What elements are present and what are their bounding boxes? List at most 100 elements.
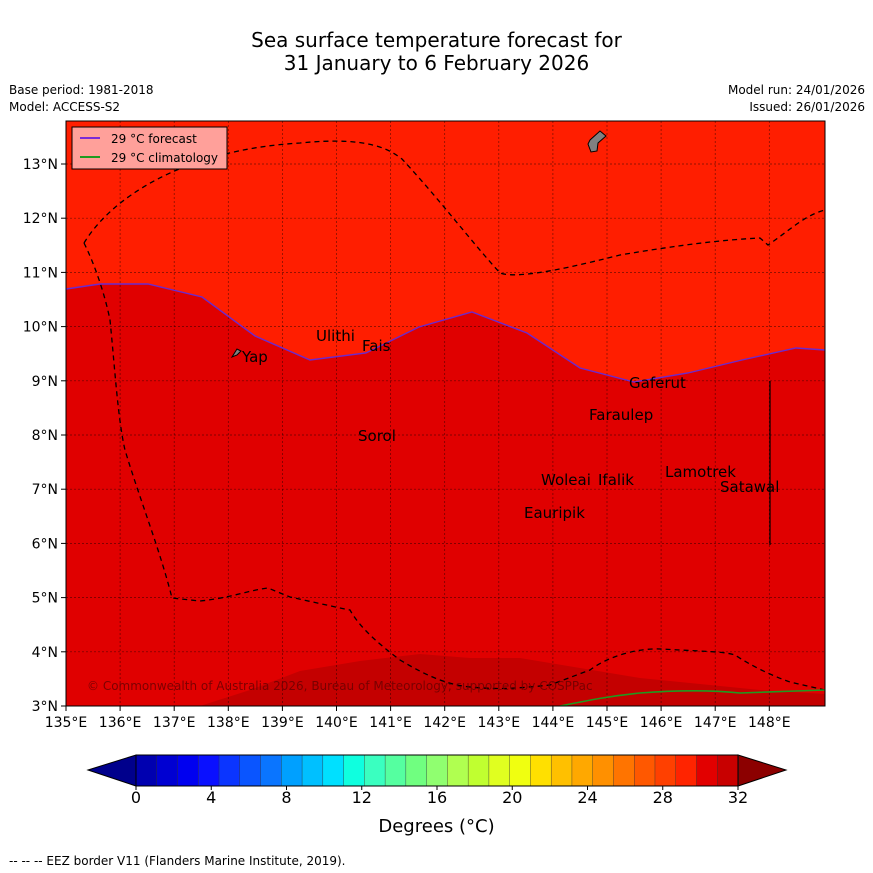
x-tick-label: 145°E — [586, 715, 629, 731]
place-ulithi: Ulithi — [316, 327, 355, 345]
y-tick-label: 7°N — [32, 482, 58, 498]
y-axis: 13°N 12°N 11°N 10°N 9°N 8°N 7°N 6°N 5°N 4°N 3°N — [23, 157, 66, 715]
colorbar-cell — [343, 754, 366, 787]
model-name: Model: ACCESS-S2 — [9, 100, 121, 114]
place-yap: Yap — [241, 348, 268, 366]
colorbar-cell — [405, 754, 428, 787]
colorbar-cell — [550, 754, 573, 787]
colorbar-cell — [156, 754, 179, 787]
colorbar-cell — [177, 754, 199, 787]
colorbar-cell — [654, 754, 677, 787]
guam-island-shape — [587, 130, 607, 153]
colorbar-tick-label: 8 — [281, 788, 291, 807]
legend: 29 °C forecast 29 °C climatology — [71, 126, 228, 170]
colorbar-tick-label: 4 — [206, 788, 216, 807]
colorbar-cell — [301, 754, 324, 787]
colorbar-cell — [384, 754, 407, 787]
y-tick-label: 6°N — [32, 536, 58, 552]
y-tick-label: 10°N — [23, 320, 58, 336]
chart-title-line2: 31 January to 6 February 2026 — [283, 51, 590, 75]
colorbar-max-arrow — [737, 754, 788, 787]
colorbar-tick-label: 28 — [653, 788, 673, 807]
place-sorol: Sorol — [358, 427, 396, 445]
colorbar-cell — [322, 754, 345, 787]
x-tick-label: 148°E — [748, 715, 791, 731]
legend-forecast-label: 29 °C forecast — [111, 132, 197, 146]
model-run: Model run: 24/01/2026 — [727, 83, 865, 97]
y-tick-label: 12°N — [23, 211, 58, 227]
yap-island-shape — [230, 348, 242, 359]
colorbar-cell — [613, 754, 635, 787]
map-area: Ulithi Fais Yap Gaferut Faraulep Sorol L… — [66, 121, 825, 706]
colorbar-tick-label: 16 — [427, 788, 447, 807]
contour-29c-forecast — [66, 283, 825, 383]
x-tick-label: 146°E — [640, 715, 683, 731]
sst-region-mid — [66, 284, 825, 706]
colorbar-cell — [426, 754, 449, 787]
colorbar-tick-label: 32 — [728, 788, 748, 807]
copyright-notice: © Commonwealth of Australia 2026, Bureau… — [87, 679, 593, 693]
colorbar-cell — [239, 754, 262, 787]
colorbar-cell — [364, 754, 386, 787]
chart-title-line1: Sea surface temperature forecast for — [251, 28, 622, 52]
sst-region-dark — [200, 654, 825, 706]
issued-date: Issued: 26/01/2026 — [749, 100, 865, 114]
base-period: Base period: 1981-2018 — [9, 83, 154, 97]
colorbar-tick-label: 0 — [131, 788, 141, 807]
colorbar-cell — [571, 754, 594, 787]
colorbar-cell — [260, 754, 283, 787]
colorbar-cell — [467, 754, 490, 787]
map-frame — [65, 120, 826, 707]
colorbar: 0 4 8 12 16 20 24 28 32 — [86, 754, 788, 807]
colorbar-cell — [592, 754, 615, 787]
colorbar-tick-label: 20 — [502, 788, 522, 807]
place-ifalik: Ifalik — [598, 471, 634, 489]
gridlines — [66, 121, 825, 706]
y-tick-label: 3°N — [32, 699, 58, 715]
colorbar-cell — [447, 754, 469, 787]
x-axis: 135°E 136°E 137°E 138°E 139°E 140°E 141°E 142°E… — [45, 706, 791, 731]
legend-climatology-label: 29 °C climatology — [111, 151, 218, 165]
eez-note: -- -- -- EEZ border V11 (Flanders Marine… — [9, 854, 346, 868]
place-fais: Fais — [362, 337, 391, 355]
x-tick-label: 136°E — [99, 715, 142, 731]
colorbar-cell — [281, 754, 303, 787]
colorbar-cell — [135, 754, 158, 787]
place-woleai: Woleai — [541, 471, 591, 489]
colorbar-cell — [634, 754, 656, 787]
x-tick-label: 139°E — [261, 715, 304, 731]
y-tick-label: 9°N — [32, 374, 58, 390]
x-tick-label: 142°E — [423, 715, 466, 731]
colorbar-cell — [696, 754, 718, 787]
x-tick-label: 141°E — [369, 715, 412, 731]
y-tick-label: 13°N — [23, 157, 58, 173]
y-tick-label: 5°N — [32, 591, 58, 607]
colorbar-cell — [717, 754, 739, 787]
place-lamotrek: Lamotrek — [665, 463, 736, 481]
place-eauripik: Eauripik — [524, 504, 585, 522]
x-tick-label: 144°E — [532, 715, 575, 731]
x-tick-label: 143°E — [478, 715, 521, 731]
y-tick-label: 11°N — [23, 265, 58, 281]
colorbar-cell — [218, 754, 241, 787]
y-tick-label: 8°N — [32, 428, 58, 444]
colorbar-cell — [530, 754, 552, 787]
colorbar-tick-label: 24 — [577, 788, 597, 807]
place-faraulep: Faraulep — [589, 406, 653, 424]
colorbar-cell — [509, 754, 532, 787]
eez-border-fsm-north — [83, 140, 825, 276]
contour-29c-climatology — [559, 689, 825, 706]
place-gaferut: Gaferut — [629, 374, 686, 392]
colorbar-cell — [675, 754, 698, 787]
colorbar-tick-label: 12 — [352, 788, 372, 807]
place-satawal: Satawal — [720, 478, 779, 496]
colorbar-min-arrow — [86, 754, 137, 787]
x-tick-label: 140°E — [315, 715, 358, 731]
colorbar-cell — [488, 754, 511, 787]
x-tick-label: 135°E — [45, 715, 88, 731]
colorbar-label: Degrees (°C) — [378, 816, 495, 837]
x-tick-label: 138°E — [207, 715, 250, 731]
y-tick-label: 4°N — [32, 645, 58, 661]
x-tick-label: 147°E — [694, 715, 737, 731]
